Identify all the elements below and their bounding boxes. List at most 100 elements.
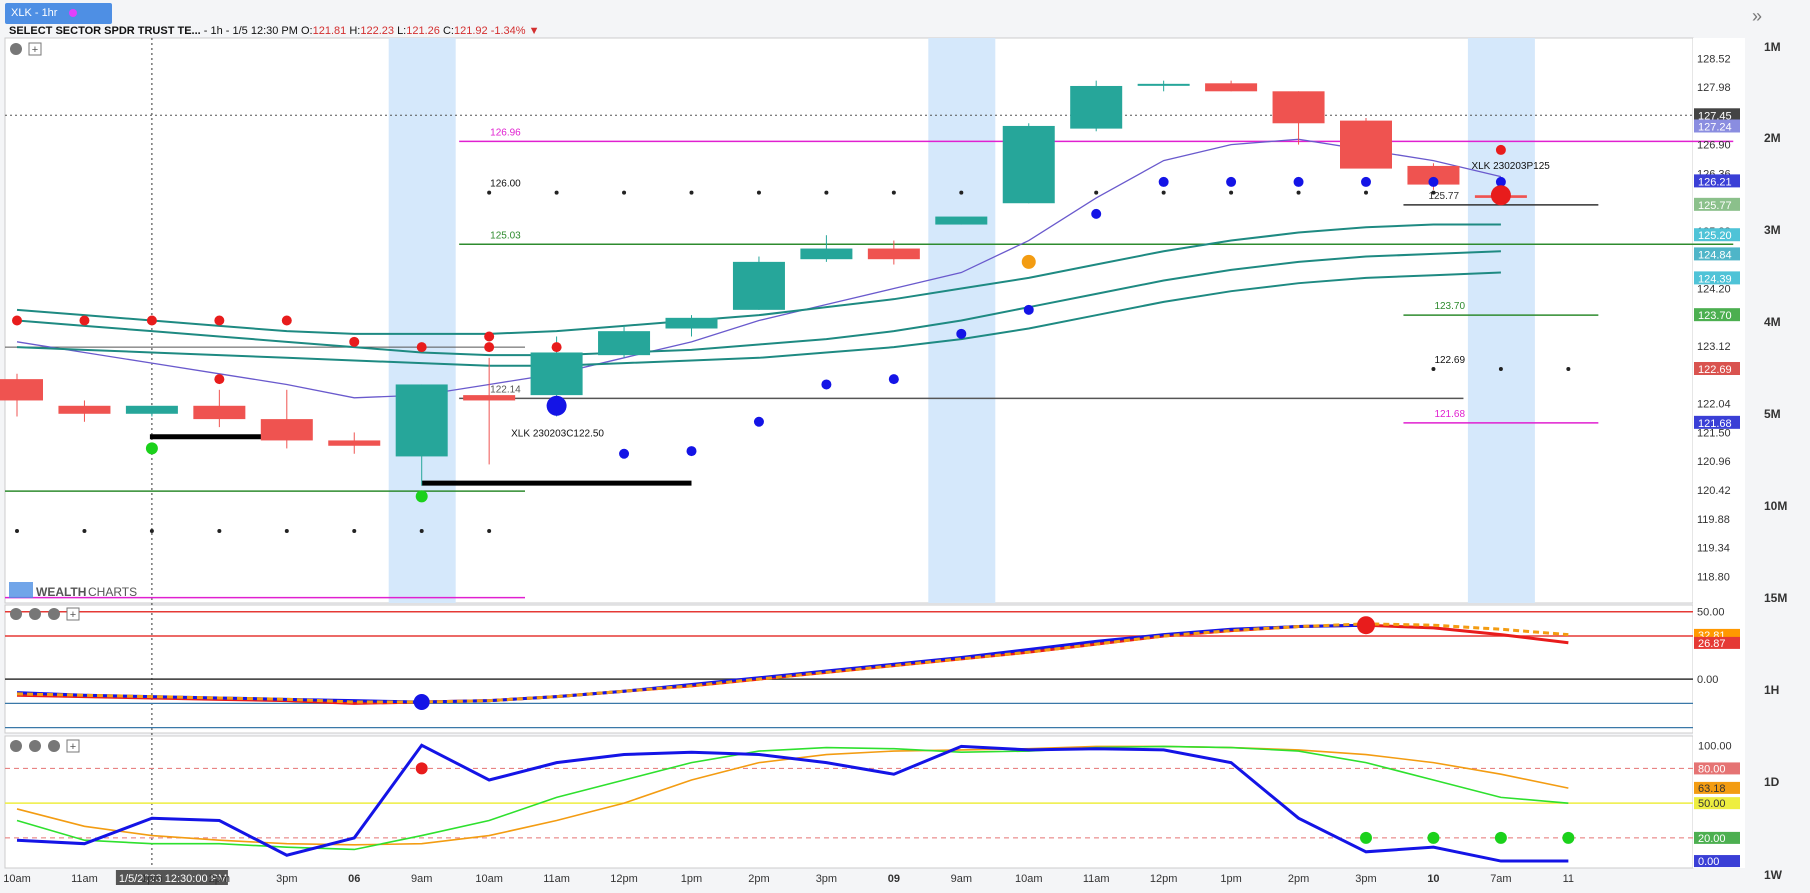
osc2-badge [1694, 855, 1740, 868]
timeframe-3m[interactable]: 3M [1764, 223, 1781, 237]
candle-body [800, 248, 853, 260]
candle-body [328, 440, 381, 446]
chart-canvas[interactable]: 126.96 126.00 125.03 122.14 125.77 123.70 122.… [0, 0, 1745, 893]
signal-dot-red [12, 315, 22, 326]
signal-dot-blue [821, 379, 832, 390]
price-badge [1694, 228, 1740, 242]
x-tick: 10am [475, 873, 503, 885]
signal-dot-blue-large [546, 395, 567, 416]
pivot-dot [487, 529, 492, 534]
down-arrow-icon: ▼ [528, 25, 540, 37]
panel-add-icon[interactable] [66, 607, 80, 621]
signal-dot-red [416, 342, 427, 353]
osc2-tick: 20.00 [1698, 833, 1726, 845]
pivot-dot [622, 190, 627, 195]
timeframe-10m[interactable]: 10M [1764, 499, 1788, 513]
ma-teal-fast [16, 223, 1501, 335]
osc2-badge [1694, 781, 1740, 794]
o-value: 121.81 [312, 25, 347, 37]
osc2-tick: 100.00 [1698, 740, 1732, 752]
candle-body [867, 248, 920, 260]
expand-panel-icon[interactable]: » [1752, 6, 1763, 26]
timeframe-4m[interactable]: 4M [1764, 315, 1781, 329]
signal-dot-red [214, 374, 225, 385]
x-tick: 3pm [816, 873, 837, 885]
x-tick: 1pm [681, 873, 702, 885]
pivot-dot [82, 529, 87, 534]
x-tick: 10am [1015, 873, 1043, 885]
panel-tool-icon[interactable] [10, 608, 22, 620]
panel-tool-icon[interactable] [29, 740, 41, 752]
price-badge-label: 122.69 [1698, 364, 1732, 376]
timeframe-1w[interactable]: 1W [1764, 868, 1782, 882]
candle-body [58, 405, 111, 414]
pivot-dot [1229, 190, 1234, 195]
x-tick: 10 [1427, 873, 1439, 885]
price-tick: 119.88 [1697, 514, 1730, 526]
level-label: 123.70 [1434, 301, 1465, 312]
price-badge [1694, 415, 1740, 429]
signal-dot-red [1495, 144, 1506, 155]
tab-color-dot-icon [69, 9, 78, 18]
candle-body [125, 405, 178, 414]
osc2-blue-line [16, 743, 1569, 863]
panel-add-icon[interactable] [28, 42, 42, 56]
timeframe-1h[interactable]: 1H [1764, 683, 1780, 697]
osc2-tick: 80.00 [1698, 763, 1726, 775]
x-tick: 12pm [1150, 873, 1178, 885]
signal-dot-blue [1226, 176, 1237, 187]
price-badge-label: 123.70 [1698, 310, 1732, 322]
candle-body [0, 379, 43, 401]
symbol-tab[interactable]: XLK - 1hr [5, 3, 112, 24]
price-tick: 127.98 [1697, 82, 1731, 94]
panel-tool-icon[interactable] [48, 740, 60, 752]
signal-dot-red-large [1490, 185, 1511, 206]
signal-dot-red [146, 315, 157, 326]
h-label: H: [349, 25, 361, 37]
price-badge-label: 125.77 [1698, 200, 1732, 212]
pivot-dot [689, 190, 694, 195]
price-tick: 121.50 [1697, 427, 1731, 439]
timeframe-1d[interactable]: 1D [1764, 775, 1780, 789]
signal-dot-green [415, 490, 428, 503]
pivot-dot [352, 529, 357, 534]
x-tick: 11am [1083, 873, 1110, 885]
pivot-dot [959, 190, 964, 195]
level-label: 126.96 [490, 127, 521, 138]
l-label: L: [397, 25, 407, 37]
timeframe-15m[interactable]: 15M [1764, 591, 1788, 605]
panel-tool-icon[interactable] [10, 43, 22, 55]
timeframe-2m[interactable]: 2M [1764, 131, 1781, 145]
signal-dot-blue [1023, 304, 1034, 315]
x-tick: 1pm [141, 873, 162, 885]
signal-dot-blue [619, 448, 630, 459]
candle-body [732, 261, 785, 310]
price-tick: 126.90 [1697, 140, 1731, 152]
osc1-tick: 0.00 [1697, 674, 1718, 686]
price-tick: 128.52 [1697, 53, 1731, 65]
candle-body [1340, 120, 1392, 169]
x-tick: 9am [951, 873, 972, 885]
panel-tool-icon[interactable] [10, 740, 22, 752]
oscillator-panel-2 [4, 735, 1694, 869]
panel-tool-icon[interactable] [48, 608, 60, 620]
price-badge-label: 124.39 [1698, 273, 1732, 285]
x-tick: 10am [3, 873, 31, 885]
timeframe-5m[interactable]: 5M [1764, 407, 1781, 421]
timeframe-list: 1M 2M 3M 4M 5M 10M 15M 1H 1D 1W [1752, 30, 1810, 893]
price-badge-label: 121.68 [1698, 418, 1732, 430]
signal-dot-orange [1021, 254, 1036, 269]
timeframe-1m[interactable]: 1M [1764, 40, 1781, 54]
pivot-dot [756, 190, 761, 195]
panel-add-icon[interactable] [66, 739, 80, 753]
panel-add-plus-icon: + [32, 44, 38, 56]
price-badge-label: 125.20 [1698, 230, 1732, 242]
candle-body [193, 405, 246, 420]
panel-tool-icon[interactable] [29, 608, 41, 620]
candle-body [1205, 83, 1258, 92]
annotation-call: XLK 230203C122.50 [511, 428, 604, 439]
signal-dot-red [349, 336, 360, 347]
osc2-green-line [16, 745, 1569, 851]
x-tick: 1pm [1220, 873, 1241, 885]
candle-body [598, 331, 651, 356]
